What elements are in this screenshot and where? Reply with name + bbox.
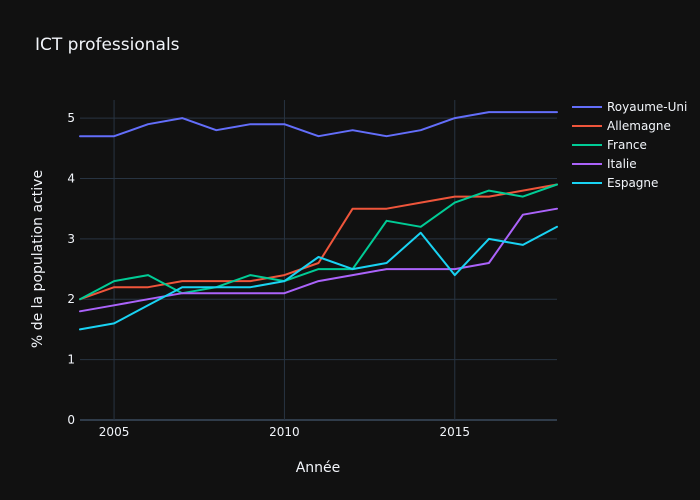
- series-line-allemagne: [79, 183, 558, 301]
- legend-item[interactable]: Allemagne: [572, 119, 671, 133]
- legend-item[interactable]: Espagne: [572, 176, 658, 190]
- series-line-espagne: [79, 225, 558, 331]
- legend-item[interactable]: Royaume-Uni: [572, 100, 687, 114]
- y-tick-label: 5: [67, 111, 75, 125]
- series-line-royaume-uni: [79, 111, 558, 138]
- y-tick-label: 2: [67, 292, 75, 306]
- x-tick-label: 2015: [440, 425, 471, 439]
- legend-label: France: [607, 138, 647, 152]
- tick-layer: 0 1 2 3 4 5 2005 2010 2015: [67, 111, 470, 439]
- series-layer: [79, 111, 558, 331]
- y-tick-label: 1: [67, 353, 75, 367]
- y-tick-label: 4: [67, 171, 75, 185]
- legend-item[interactable]: Italie: [572, 157, 637, 171]
- x-axis-title: Année: [296, 460, 341, 476]
- chart-title: ICT professionals: [35, 35, 180, 55]
- y-tick-label: 0: [67, 413, 75, 427]
- y-tick-label: 3: [67, 232, 75, 246]
- series-line-italie: [79, 207, 558, 313]
- x-tick-label: 2005: [99, 425, 130, 439]
- grid-layer: [80, 100, 557, 421]
- legend-label: Royaume-Uni: [607, 100, 687, 114]
- legend-label: Espagne: [607, 176, 658, 190]
- legend: Royaume-Uni Allemagne France Italie Espagne: [572, 100, 687, 190]
- series-line-france: [79, 183, 558, 301]
- legend-item[interactable]: France: [572, 138, 647, 152]
- legend-label: Italie: [607, 157, 637, 171]
- legend-label: Allemagne: [607, 119, 671, 133]
- x-tick-label: 2010: [269, 425, 300, 439]
- y-axis-title: % de la population active: [30, 170, 46, 348]
